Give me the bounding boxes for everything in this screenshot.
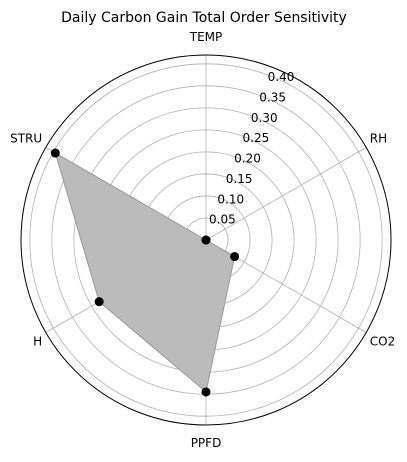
axis-labels: TEMP RH CO2 PPFD H STRU bbox=[10, 30, 395, 450]
axis-label-temp: TEMP bbox=[189, 30, 223, 44]
outer-ring bbox=[20, 54, 392, 426]
point-co2 bbox=[230, 252, 240, 262]
tick-label-7: 0.40 bbox=[268, 70, 295, 84]
tick-label-5: 0.30 bbox=[251, 111, 278, 125]
point-stru bbox=[50, 148, 60, 158]
tick-label-1: 0.10 bbox=[217, 192, 244, 206]
tick-label-0: 0.05 bbox=[209, 213, 236, 227]
axis-label-stru: STRU bbox=[10, 132, 42, 146]
series bbox=[50, 148, 240, 397]
chart-title: Daily Carbon Gain Total Order Sensitivit… bbox=[61, 10, 347, 26]
sensitivity-area bbox=[54, 151, 236, 393]
grid-spoke-rh bbox=[205, 147, 367, 241]
axis-label-h: H bbox=[33, 335, 42, 349]
tick-label-6: 0.35 bbox=[259, 90, 286, 104]
tick-label-4: 0.25 bbox=[243, 131, 270, 145]
tick-labels: 0.05 0.10 0.15 0.20 0.25 0.30 0.35 0.40 bbox=[209, 70, 294, 227]
tick-label-2: 0.15 bbox=[226, 172, 253, 186]
point-h bbox=[94, 297, 104, 307]
axis-label-rh: RH bbox=[370, 132, 387, 146]
point-rh bbox=[201, 235, 211, 245]
point-ppfd bbox=[201, 387, 211, 397]
tick-label-3: 0.20 bbox=[234, 152, 261, 166]
axis-label-ppfd: PPFD bbox=[191, 436, 222, 450]
axis-label-co2: CO2 bbox=[370, 335, 395, 349]
